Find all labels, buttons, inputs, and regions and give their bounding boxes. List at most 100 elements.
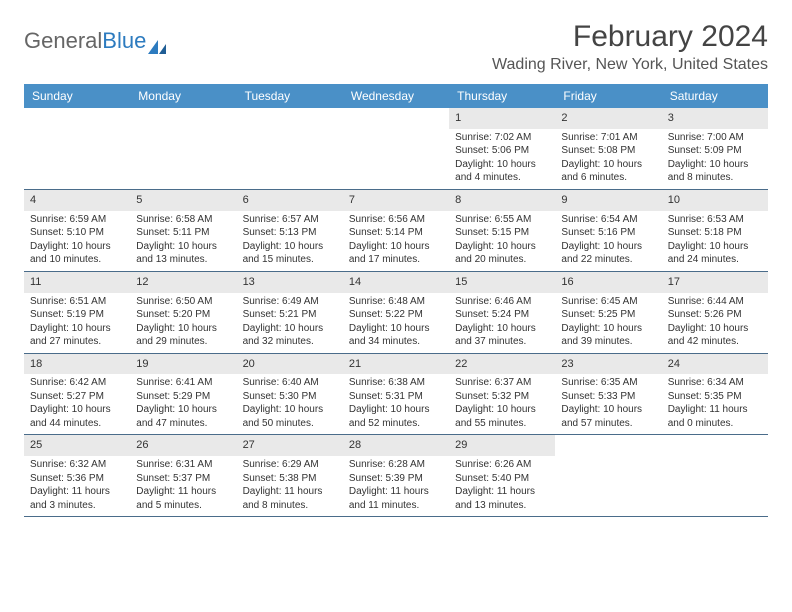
calendar-cell: 26Sunrise: 6:31 AMSunset: 5:37 PMDayligh… (130, 435, 236, 516)
day-details: Sunrise: 7:00 AMSunset: 5:09 PMDaylight:… (662, 129, 768, 189)
sunset-line: Sunset: 5:31 PM (349, 390, 443, 404)
calendar-week-row: 25Sunrise: 6:32 AMSunset: 5:36 PMDayligh… (24, 435, 768, 517)
sunrise-line: Sunrise: 6:56 AM (349, 213, 443, 227)
daylight-line: Daylight: 10 hours and 55 minutes. (455, 403, 549, 430)
daylight-line: Daylight: 10 hours and 4 minutes. (455, 158, 549, 185)
daylight-line: Daylight: 10 hours and 44 minutes. (30, 403, 124, 430)
sunset-line: Sunset: 5:08 PM (561, 144, 655, 158)
calendar-cell: 10Sunrise: 6:53 AMSunset: 5:18 PMDayligh… (662, 190, 768, 271)
calendar-cell (343, 108, 449, 189)
sunset-line: Sunset: 5:22 PM (349, 308, 443, 322)
sunrise-line: Sunrise: 6:54 AM (561, 213, 655, 227)
day-number-empty (343, 108, 449, 129)
sunset-line: Sunset: 5:40 PM (455, 472, 549, 486)
day-number: 16 (555, 272, 661, 293)
sunset-line: Sunset: 5:38 PM (243, 472, 337, 486)
calendar-cell: 6Sunrise: 6:57 AMSunset: 5:13 PMDaylight… (237, 190, 343, 271)
sunset-line: Sunset: 5:37 PM (136, 472, 230, 486)
weekday-header: Friday (555, 84, 661, 108)
day-number-empty (24, 108, 130, 129)
day-number: 4 (24, 190, 130, 211)
day-number: 14 (343, 272, 449, 293)
sunset-line: Sunset: 5:26 PM (668, 308, 762, 322)
calendar-cell: 15Sunrise: 6:46 AMSunset: 5:24 PMDayligh… (449, 272, 555, 353)
calendar-cell (24, 108, 130, 189)
sunrise-line: Sunrise: 6:32 AM (30, 458, 124, 472)
daylight-line: Daylight: 11 hours and 5 minutes. (136, 485, 230, 512)
day-number: 17 (662, 272, 768, 293)
daylight-line: Daylight: 10 hours and 6 minutes. (561, 158, 655, 185)
daylight-line: Daylight: 10 hours and 47 minutes. (136, 403, 230, 430)
sunset-line: Sunset: 5:19 PM (30, 308, 124, 322)
day-number: 26 (130, 435, 236, 456)
sunrise-line: Sunrise: 6:55 AM (455, 213, 549, 227)
sunrise-line: Sunrise: 6:44 AM (668, 295, 762, 309)
sunrise-line: Sunrise: 6:29 AM (243, 458, 337, 472)
calendar-week-row: 11Sunrise: 6:51 AMSunset: 5:19 PMDayligh… (24, 272, 768, 354)
day-details: Sunrise: 6:58 AMSunset: 5:11 PMDaylight:… (130, 211, 236, 271)
day-number: 11 (24, 272, 130, 293)
day-details: Sunrise: 6:37 AMSunset: 5:32 PMDaylight:… (449, 374, 555, 434)
day-number: 29 (449, 435, 555, 456)
day-number: 21 (343, 354, 449, 375)
calendar-cell: 5Sunrise: 6:58 AMSunset: 5:11 PMDaylight… (130, 190, 236, 271)
sunset-line: Sunset: 5:11 PM (136, 226, 230, 240)
daylight-line: Daylight: 10 hours and 13 minutes. (136, 240, 230, 267)
calendar-cell: 12Sunrise: 6:50 AMSunset: 5:20 PMDayligh… (130, 272, 236, 353)
sunset-line: Sunset: 5:21 PM (243, 308, 337, 322)
sunrise-line: Sunrise: 6:57 AM (243, 213, 337, 227)
sunrise-line: Sunrise: 6:35 AM (561, 376, 655, 390)
sunrise-line: Sunrise: 6:37 AM (455, 376, 549, 390)
calendar-cell: 16Sunrise: 6:45 AMSunset: 5:25 PMDayligh… (555, 272, 661, 353)
day-details: Sunrise: 6:49 AMSunset: 5:21 PMDaylight:… (237, 293, 343, 353)
daylight-line: Daylight: 10 hours and 39 minutes. (561, 322, 655, 349)
daylight-line: Daylight: 10 hours and 52 minutes. (349, 403, 443, 430)
day-details: Sunrise: 6:45 AMSunset: 5:25 PMDaylight:… (555, 293, 661, 353)
sunrise-line: Sunrise: 6:51 AM (30, 295, 124, 309)
daylight-line: Daylight: 10 hours and 27 minutes. (30, 322, 124, 349)
calendar-cell: 7Sunrise: 6:56 AMSunset: 5:14 PMDaylight… (343, 190, 449, 271)
sunrise-line: Sunrise: 6:26 AM (455, 458, 549, 472)
calendar-week-row: 4Sunrise: 6:59 AMSunset: 5:10 PMDaylight… (24, 190, 768, 272)
day-number: 27 (237, 435, 343, 456)
sunset-line: Sunset: 5:30 PM (243, 390, 337, 404)
calendar-cell: 13Sunrise: 6:49 AMSunset: 5:21 PMDayligh… (237, 272, 343, 353)
calendar-cell (555, 435, 661, 516)
sunset-line: Sunset: 5:29 PM (136, 390, 230, 404)
calendar-cell: 11 Sunrise: 6:51 AMSunset: 5:19 PMDayligh… (24, 272, 130, 353)
calendar: SundayMondayTuesdayWednesdayThursdayFrid… (24, 84, 768, 517)
sunset-line: Sunset: 5:32 PM (455, 390, 549, 404)
calendar-cell: 14Sunrise: 6:48 AMSunset: 5:22 PMDayligh… (343, 272, 449, 353)
weekday-header-row: SundayMondayTuesdayWednesdayThursdayFrid… (24, 84, 768, 108)
day-number: 3 (662, 108, 768, 129)
day-number: 25 (24, 435, 130, 456)
location-subtitle: Wading River, New York, United States (492, 56, 768, 74)
sunset-line: Sunset: 5:27 PM (30, 390, 124, 404)
calendar-cell: 4Sunrise: 6:59 AMSunset: 5:10 PMDaylight… (24, 190, 130, 271)
weekday-header: Saturday (662, 84, 768, 108)
sunrise-line: Sunrise: 6:40 AM (243, 376, 337, 390)
day-number-empty (237, 108, 343, 129)
calendar-cell: 24Sunrise: 6:34 AMSunset: 5:35 PMDayligh… (662, 354, 768, 435)
day-number: 9 (555, 190, 661, 211)
calendar-cell: 19Sunrise: 6:41 AMSunset: 5:29 PMDayligh… (130, 354, 236, 435)
day-details: Sunrise: 6:40 AMSunset: 5:30 PMDaylight:… (237, 374, 343, 434)
calendar-cell: 8Sunrise: 6:55 AMSunset: 5:15 PMDaylight… (449, 190, 555, 271)
sunset-line: Sunset: 5:13 PM (243, 226, 337, 240)
calendar-cell: 25Sunrise: 6:32 AMSunset: 5:36 PMDayligh… (24, 435, 130, 516)
sunrise-line: Sunrise: 7:02 AM (455, 131, 549, 145)
day-details: Sunrise: 6:59 AMSunset: 5:10 PMDaylight:… (24, 211, 130, 271)
daylight-line: Daylight: 11 hours and 13 minutes. (455, 485, 549, 512)
daylight-line: Daylight: 10 hours and 15 minutes. (243, 240, 337, 267)
weekday-header: Tuesday (237, 84, 343, 108)
logo-text-part2: Blue (102, 28, 146, 54)
daylight-line: Daylight: 10 hours and 50 minutes. (243, 403, 337, 430)
sunrise-line: Sunrise: 6:46 AM (455, 295, 549, 309)
sunset-line: Sunset: 5:15 PM (455, 226, 549, 240)
day-number: 18 (24, 354, 130, 375)
daylight-line: Daylight: 10 hours and 57 minutes. (561, 403, 655, 430)
calendar-cell: 18Sunrise: 6:42 AMSunset: 5:27 PMDayligh… (24, 354, 130, 435)
sunrise-line: Sunrise: 6:58 AM (136, 213, 230, 227)
calendar-cell (662, 435, 768, 516)
page-title: February 2024 (492, 20, 768, 54)
